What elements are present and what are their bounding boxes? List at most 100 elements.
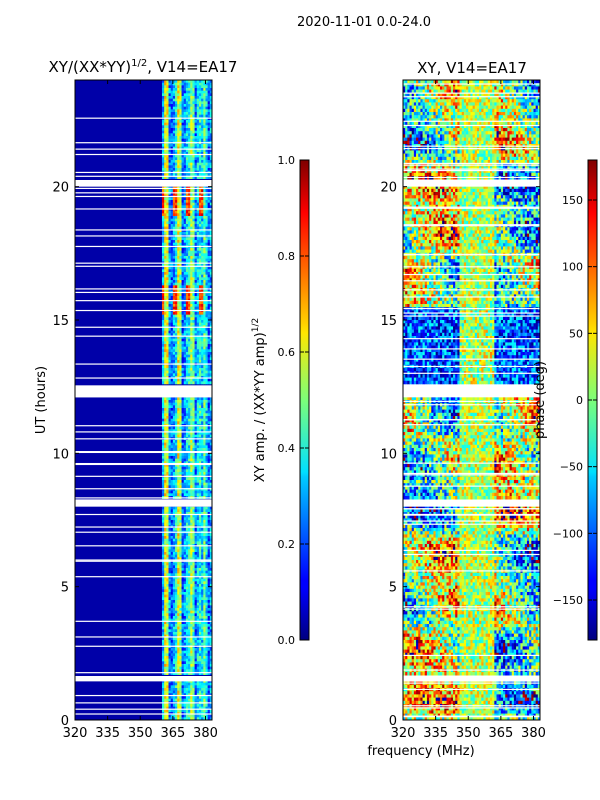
left-heatmap-cell xyxy=(209,432,212,435)
left-heatmap-cell xyxy=(196,82,200,86)
left-heatmap-cell xyxy=(179,152,182,155)
left-heatmap-cell xyxy=(190,346,193,350)
left-heatmap-cell xyxy=(168,506,171,510)
left-heatmap-cell xyxy=(183,330,187,334)
left-heatmap-cell xyxy=(198,589,202,593)
left-heatmap-cell xyxy=(177,616,180,619)
left-heatmap-cell xyxy=(166,626,169,630)
left-heatmap-cell xyxy=(185,216,189,219)
left-heatmap-cell xyxy=(168,242,171,246)
left-heatmap-cell xyxy=(185,618,189,622)
left-heatmap-cell xyxy=(175,453,178,457)
left-heatmap-cell xyxy=(201,322,204,326)
left-heatmap-cell xyxy=(183,421,187,425)
left-heatmap-cell xyxy=(198,357,202,361)
left-heatmap-cell xyxy=(190,538,193,542)
left-heatmap-cell xyxy=(175,368,178,371)
left-heatmap-cell xyxy=(177,562,180,566)
left-heatmap-cell xyxy=(181,306,185,310)
left-heatmap-cell xyxy=(168,253,171,257)
left-heatmap-cell xyxy=(192,477,195,481)
left-heatmap-cell xyxy=(190,680,193,683)
left-heatmap-cell xyxy=(168,432,171,435)
left-heatmap-cell xyxy=(164,570,167,574)
left-heatmap-cell xyxy=(179,272,182,275)
left-heatmap-cell xyxy=(170,557,174,561)
left-heatmap-cell xyxy=(164,597,167,601)
left-heatmap-cell xyxy=(168,98,171,102)
left-heatmap-cell xyxy=(166,317,169,321)
left-heatmap-cell xyxy=(198,421,202,425)
left-heatmap-cell xyxy=(164,610,167,614)
left-heatmap-cell xyxy=(175,472,178,475)
left-heatmap-cell xyxy=(179,330,182,334)
left-heatmap-cell xyxy=(179,610,182,614)
left-heatmap-cell xyxy=(205,320,208,323)
left-heatmap-cell xyxy=(198,517,202,521)
left-heatmap-cell xyxy=(161,138,165,142)
left-heatmap-cell xyxy=(209,541,212,545)
left-heatmap-cell xyxy=(192,453,195,457)
left-heatmap-cell xyxy=(207,421,211,425)
left-heatmap-cell xyxy=(201,685,204,689)
left-heatmap-cell xyxy=(190,490,193,494)
left-heatmap-cell xyxy=(209,688,212,691)
left-heatmap-cell xyxy=(175,93,178,97)
left-heatmap-cell xyxy=(181,610,185,614)
left-heatmap-cell xyxy=(164,634,167,638)
left-heatmap-cell xyxy=(172,90,176,94)
left-heatmap-cell xyxy=(177,266,180,270)
left-heatmap-cell xyxy=(190,408,193,411)
left-heatmap-cell xyxy=(168,514,171,518)
left-heatmap-cell xyxy=(194,242,198,246)
left-heatmap-cell xyxy=(185,416,189,419)
left-heatmap-cell xyxy=(192,464,195,467)
left-heatmap-cell xyxy=(209,240,212,243)
left-heatmap-cell xyxy=(190,480,193,483)
left-heatmap-cell xyxy=(181,613,185,617)
left-heatmap-cell xyxy=(181,285,185,289)
left-heatmap-cell xyxy=(188,274,191,278)
left-heatmap-cell xyxy=(209,82,212,86)
left-heatmap-cell xyxy=(179,597,182,601)
left-heatmap-cell xyxy=(177,136,180,139)
left-heatmap-cell xyxy=(161,274,165,278)
left-heatmap-cell xyxy=(207,402,211,406)
left-heatmap-cell xyxy=(201,250,204,254)
left-heatmap-cell xyxy=(196,221,200,225)
left-heatmap-cell xyxy=(192,296,195,299)
left-heatmap-cell xyxy=(177,552,180,555)
left-heatmap-cell xyxy=(194,282,198,286)
left-heatmap-cell xyxy=(203,605,206,609)
left-heatmap-cell xyxy=(207,133,211,137)
left-heatmap-cell xyxy=(198,320,202,323)
left-heatmap-cell xyxy=(203,576,206,579)
left-heatmap-cell xyxy=(201,266,204,270)
left-heatmap-cell xyxy=(207,258,211,262)
left-heatmap-cell xyxy=(190,402,193,406)
left-heatmap-cell xyxy=(177,221,180,225)
left-heatmap-cell xyxy=(190,592,193,595)
left-heatmap-cell xyxy=(194,149,198,153)
left-heatmap-cell xyxy=(190,322,193,326)
left-heatmap-cell xyxy=(183,493,187,497)
left-heatmap-cell xyxy=(179,472,182,475)
left-heatmap-cell xyxy=(181,482,185,486)
left-heatmap-cell xyxy=(196,200,200,203)
left-heatmap-cell xyxy=(198,216,202,219)
left-heatmap-cell xyxy=(183,570,187,574)
left-heatmap-cell xyxy=(207,410,211,414)
left-heatmap-cell xyxy=(192,365,195,369)
left-heatmap-cell xyxy=(188,328,191,331)
left-heatmap-cell xyxy=(190,397,193,401)
left-heatmap-cell xyxy=(188,448,191,451)
left-heatmap-cell xyxy=(185,90,189,94)
left-heatmap-cell xyxy=(190,341,193,345)
left-heatmap-cell xyxy=(170,432,174,435)
left-heatmap-cell xyxy=(192,552,195,555)
left-heatmap-cell xyxy=(181,434,185,438)
left-heatmap-cell xyxy=(179,176,182,179)
left-heatmap-cell xyxy=(177,629,180,633)
left-heatmap-cell xyxy=(185,541,189,545)
left-heatmap-cell xyxy=(207,632,211,635)
